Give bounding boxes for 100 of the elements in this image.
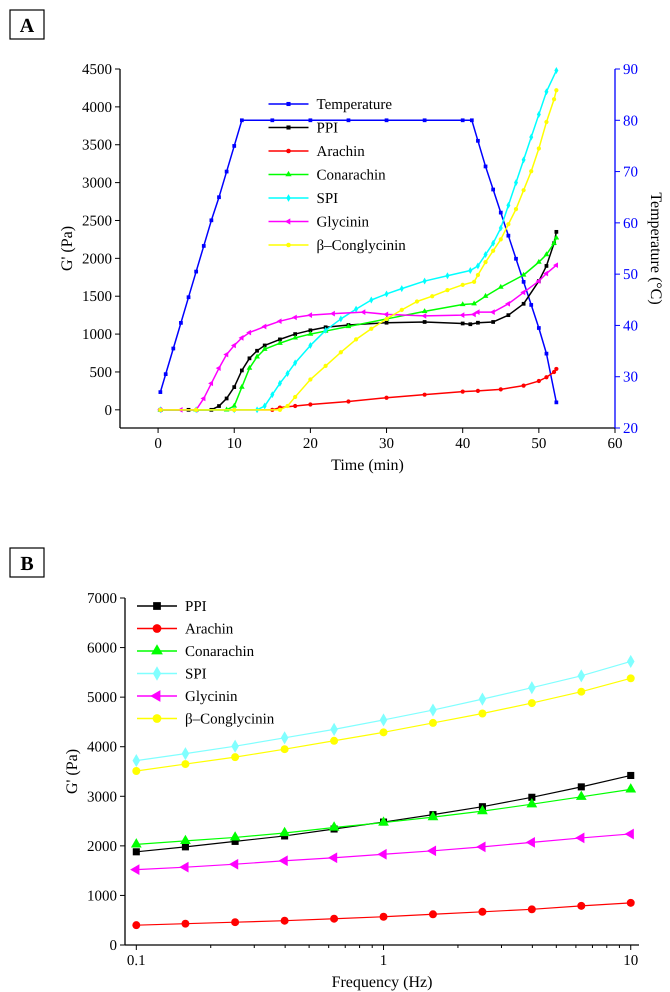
point bbox=[231, 918, 240, 926]
point bbox=[158, 390, 162, 394]
point bbox=[380, 912, 388, 921]
chart-title: A bbox=[20, 15, 35, 37]
y-tick-label: 0 bbox=[104, 402, 112, 419]
point bbox=[528, 794, 536, 801]
point bbox=[554, 366, 558, 372]
point bbox=[308, 118, 312, 122]
point bbox=[280, 745, 289, 754]
point bbox=[202, 244, 206, 248]
y-tick-label: 0 bbox=[110, 938, 117, 954]
point bbox=[238, 335, 244, 341]
point bbox=[324, 364, 328, 368]
point bbox=[181, 760, 190, 768]
point bbox=[285, 404, 290, 408]
x-tick-label: 0 bbox=[154, 436, 162, 452]
point bbox=[422, 308, 428, 314]
point bbox=[182, 843, 189, 850]
point bbox=[279, 826, 290, 836]
point bbox=[330, 736, 338, 745]
point bbox=[224, 170, 228, 174]
point bbox=[522, 188, 526, 192]
point bbox=[384, 118, 388, 122]
point bbox=[217, 404, 221, 408]
y2-tick-label: 60 bbox=[623, 216, 638, 232]
y-tick-label: 3000 bbox=[87, 789, 117, 806]
point bbox=[132, 921, 140, 930]
x-axis-title: Time (min) bbox=[331, 457, 404, 474]
y-tick-label: 4000 bbox=[82, 100, 112, 116]
point bbox=[505, 300, 510, 307]
y-tick-label: 2500 bbox=[82, 213, 112, 230]
legend-label: Conarachin bbox=[185, 644, 255, 660]
point bbox=[132, 767, 140, 775]
x-tick-label: 60 bbox=[608, 436, 622, 452]
point bbox=[181, 920, 190, 928]
point bbox=[626, 898, 635, 907]
y-tick-label: 4000 bbox=[87, 740, 117, 756]
x-tick-label: 50 bbox=[531, 436, 546, 452]
point bbox=[228, 858, 238, 870]
y2-tick-label: 90 bbox=[623, 62, 638, 78]
point bbox=[179, 320, 183, 325]
y2-tick-label: 80 bbox=[623, 113, 638, 130]
y2-tick-label: 30 bbox=[623, 370, 638, 386]
point bbox=[330, 914, 338, 923]
point bbox=[529, 303, 534, 307]
point bbox=[292, 314, 297, 320]
point bbox=[544, 352, 548, 356]
point bbox=[528, 905, 536, 914]
point bbox=[445, 288, 450, 292]
point bbox=[231, 753, 240, 762]
point bbox=[328, 852, 338, 864]
point bbox=[307, 312, 312, 318]
point bbox=[576, 790, 587, 800]
point bbox=[522, 280, 526, 284]
y2-tick-label: 40 bbox=[623, 318, 638, 334]
point bbox=[179, 862, 189, 873]
point bbox=[377, 848, 387, 860]
point bbox=[276, 318, 282, 324]
point bbox=[626, 674, 635, 682]
point bbox=[506, 222, 510, 226]
point bbox=[528, 699, 536, 708]
point bbox=[522, 383, 526, 388]
point bbox=[428, 910, 437, 918]
legend-label: SPI bbox=[185, 666, 207, 682]
x-tick-label: 40 bbox=[455, 436, 470, 452]
point bbox=[491, 188, 496, 192]
point bbox=[460, 390, 465, 394]
point bbox=[246, 330, 252, 336]
point bbox=[476, 388, 480, 393]
y-axis-title: G' (Pa) bbox=[64, 748, 81, 794]
point bbox=[230, 342, 236, 348]
point bbox=[544, 264, 548, 268]
legend-label: SPI bbox=[316, 191, 338, 207]
point bbox=[498, 284, 504, 289]
y-tick-label: 3500 bbox=[82, 138, 112, 154]
point bbox=[383, 312, 388, 318]
point bbox=[536, 378, 541, 384]
y-tick-label: 5000 bbox=[87, 690, 117, 706]
point bbox=[384, 396, 389, 400]
legend-label: β–Conglycinin bbox=[185, 712, 275, 728]
point bbox=[308, 402, 312, 407]
y-tick-label: 1000 bbox=[87, 888, 117, 904]
point bbox=[483, 260, 488, 264]
point bbox=[369, 326, 374, 331]
point bbox=[422, 118, 426, 122]
chart-title: B bbox=[20, 553, 34, 575]
point bbox=[255, 348, 259, 353]
point bbox=[426, 845, 436, 856]
point bbox=[248, 356, 252, 360]
point bbox=[346, 118, 350, 122]
point bbox=[130, 864, 140, 876]
y-tick-label: 500 bbox=[90, 364, 112, 381]
point bbox=[422, 320, 426, 324]
point bbox=[552, 370, 556, 374]
point bbox=[280, 916, 289, 925]
point bbox=[553, 262, 558, 268]
point bbox=[460, 301, 466, 306]
point bbox=[577, 688, 586, 696]
point bbox=[478, 710, 486, 718]
point bbox=[476, 138, 480, 143]
